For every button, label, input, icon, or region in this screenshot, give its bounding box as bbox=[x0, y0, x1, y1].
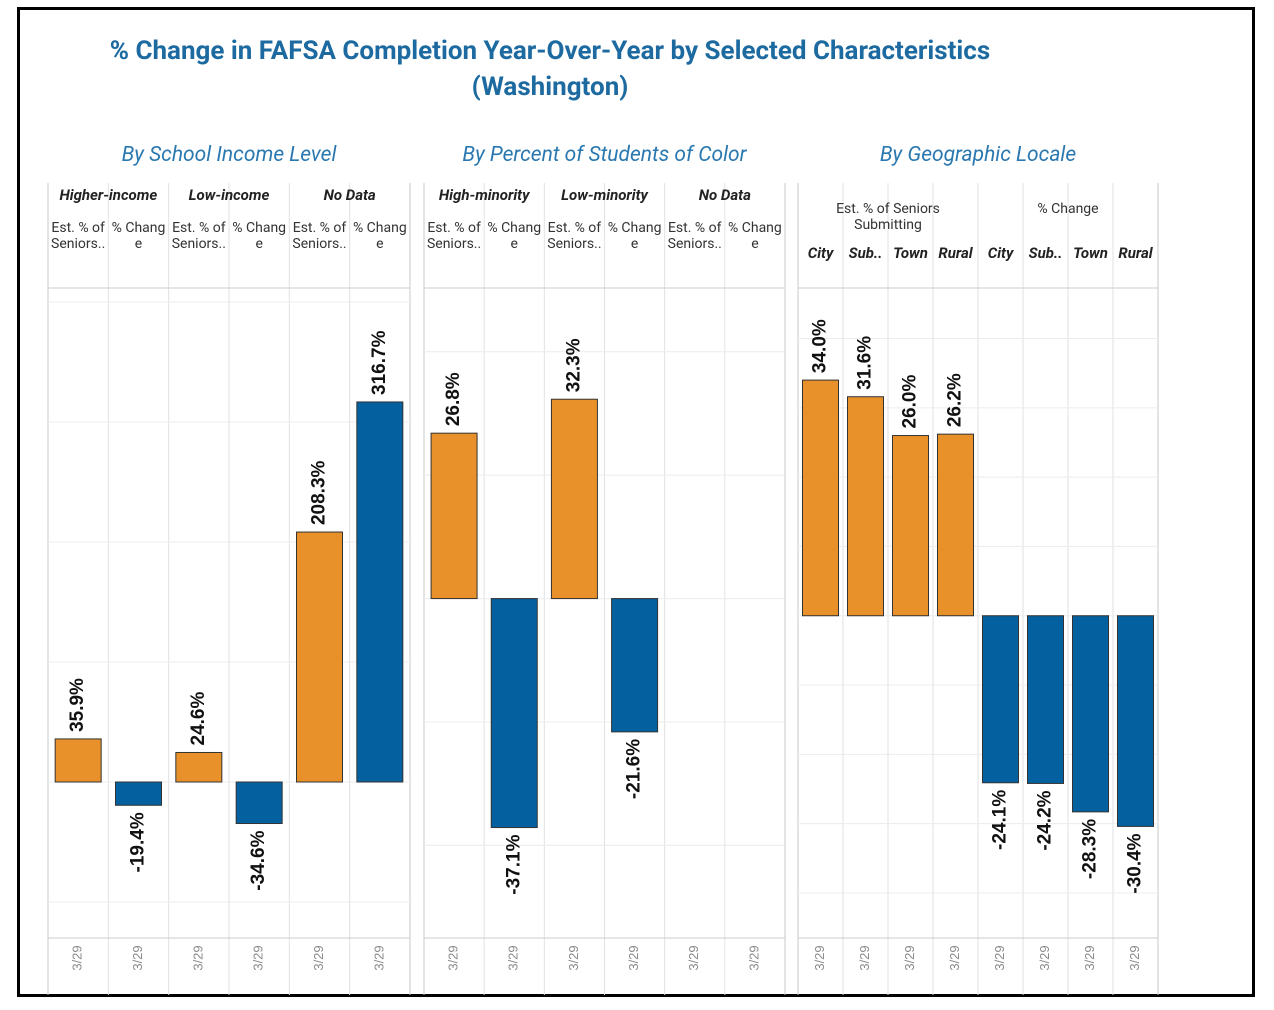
bar bbox=[54, 738, 102, 783]
x-label: 3/29 bbox=[190, 945, 205, 970]
value-label: -30.4% bbox=[1125, 833, 1146, 893]
bar bbox=[1027, 615, 1064, 784]
value-label: 24.6% bbox=[188, 692, 209, 746]
x-label: 3/29 bbox=[902, 945, 917, 970]
group-header: Low-minority bbox=[561, 187, 648, 204]
series-header: Est. % of Seniors.. bbox=[547, 220, 602, 252]
value-label: 26.0% bbox=[900, 375, 921, 429]
value-label: -19.4% bbox=[128, 812, 149, 872]
x-label: 3/29 bbox=[371, 945, 386, 970]
series-header: Est. % of Seniors.. bbox=[51, 220, 106, 252]
value-label: 35.9% bbox=[67, 678, 88, 732]
x-label: 3/29 bbox=[566, 945, 581, 970]
x-label: 3/29 bbox=[1037, 945, 1052, 970]
x-label: 3/29 bbox=[746, 945, 761, 970]
series-header: Est. % of Seniors Submitting bbox=[836, 201, 940, 233]
group-header: High-minority bbox=[438, 187, 530, 204]
x-label: 3/29 bbox=[506, 945, 521, 970]
group-header: No Data bbox=[698, 187, 751, 204]
bar bbox=[296, 531, 343, 783]
series-header: % Change bbox=[232, 220, 287, 252]
series-header: % Change bbox=[607, 220, 662, 252]
bar bbox=[611, 598, 659, 733]
x-label: 3/29 bbox=[947, 945, 962, 970]
bar bbox=[802, 379, 839, 617]
bar bbox=[847, 396, 884, 617]
value-label: 34.0% bbox=[810, 319, 831, 373]
frame bbox=[17, 7, 1255, 997]
bar bbox=[892, 435, 929, 617]
value-label: 316.7% bbox=[369, 330, 390, 395]
x-label: 3/29 bbox=[446, 945, 461, 970]
group-header: Rural bbox=[1118, 245, 1153, 262]
group-header: Higher-income bbox=[59, 187, 158, 204]
group-header: Rural bbox=[938, 245, 973, 262]
group-header: City bbox=[807, 245, 834, 262]
group-header: No Data bbox=[323, 187, 376, 204]
bar bbox=[550, 398, 598, 600]
series-header: Est. % of Seniors.. bbox=[171, 220, 226, 252]
series-header: Est. % of Seniors.. bbox=[426, 220, 482, 252]
bar bbox=[175, 751, 223, 783]
value-label: 208.3% bbox=[309, 460, 330, 525]
x-label: 3/29 bbox=[857, 945, 872, 970]
series-header: % Change bbox=[111, 220, 166, 252]
bar bbox=[1117, 615, 1154, 827]
x-label: 3/29 bbox=[130, 945, 145, 970]
panel-title: By School Income Level bbox=[121, 143, 337, 167]
bar bbox=[430, 432, 478, 600]
value-label: 31.6% bbox=[855, 336, 876, 390]
bar bbox=[235, 781, 283, 825]
series-header: % Change bbox=[352, 220, 407, 252]
title-line: (Washington) bbox=[471, 72, 629, 102]
series-header: % Change bbox=[728, 220, 782, 252]
bar bbox=[356, 401, 404, 783]
x-label: 3/29 bbox=[812, 945, 827, 970]
bar bbox=[1072, 615, 1109, 813]
x-label: 3/29 bbox=[1082, 945, 1097, 970]
bar bbox=[115, 781, 162, 806]
x-label: 3/29 bbox=[251, 945, 266, 970]
group-header: Town bbox=[1073, 245, 1108, 262]
group-header: Sub.. bbox=[848, 245, 883, 262]
group-header: Sub.. bbox=[1028, 245, 1063, 262]
series-header: % Change bbox=[1037, 201, 1099, 217]
value-label: -24.1% bbox=[990, 790, 1011, 850]
title-line: % Change in FAFSA Completion Year-Over-Y… bbox=[109, 36, 991, 66]
x-label: 3/29 bbox=[70, 945, 85, 970]
series-header: % Change bbox=[487, 220, 542, 252]
value-label: 32.3% bbox=[563, 338, 584, 392]
value-label: 26.2% bbox=[945, 373, 966, 427]
x-label: 3/29 bbox=[992, 945, 1007, 970]
bar bbox=[937, 433, 974, 617]
x-label: 3/29 bbox=[626, 945, 641, 970]
x-label: 3/29 bbox=[311, 945, 326, 970]
group-header: Town bbox=[893, 245, 928, 262]
value-label: -28.3% bbox=[1080, 819, 1101, 879]
panel-title: By Percent of Students of Color bbox=[462, 143, 747, 167]
value-label: -34.6% bbox=[248, 830, 269, 890]
value-label: -37.1% bbox=[503, 834, 524, 894]
bar bbox=[982, 615, 1019, 784]
x-label: 3/29 bbox=[686, 945, 701, 970]
x-label: 3/29 bbox=[1127, 945, 1142, 970]
series-header: Est. % of Seniors.. bbox=[292, 220, 347, 252]
panel-title: By Geographic Locale bbox=[879, 143, 1077, 167]
group-header: Low-income bbox=[188, 187, 270, 204]
group-header: City bbox=[987, 245, 1014, 262]
bar bbox=[490, 598, 538, 829]
value-label: -21.6% bbox=[624, 739, 645, 799]
value-label: -24.2% bbox=[1035, 790, 1056, 850]
value-label: 26.8% bbox=[443, 372, 464, 426]
series-header: Est. % of Seniors.. bbox=[667, 220, 722, 252]
